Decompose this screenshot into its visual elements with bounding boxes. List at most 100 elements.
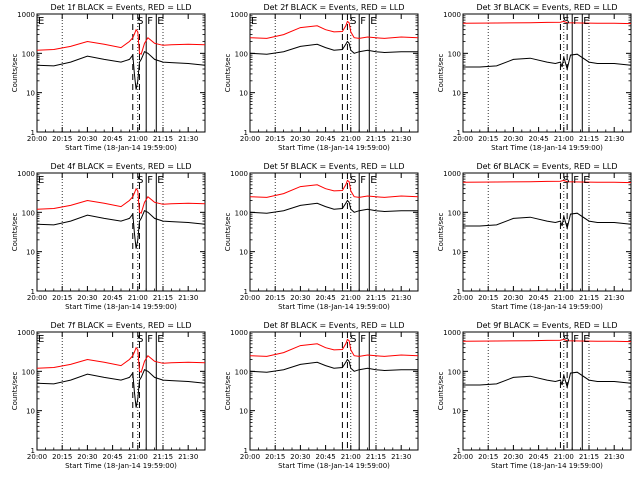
x-tick-label: 20:30	[290, 135, 310, 143]
x-tick-label: 20:15	[52, 294, 72, 302]
x-tick-label: 20:00	[453, 135, 473, 143]
y-tick-label: 1000	[17, 329, 35, 337]
interval-marker: F	[573, 175, 579, 186]
x-tick-label: 20:00	[453, 453, 473, 461]
x-tick-label: 20:45	[529, 135, 549, 143]
y-tick-label: 1	[31, 447, 35, 455]
interval-marker: E	[251, 16, 257, 27]
plot-frame	[36, 172, 206, 292]
interval-marker: S	[350, 175, 356, 186]
x-tick-label: 20:45	[316, 294, 336, 302]
y-axis-label: Counts/sec	[437, 213, 445, 252]
x-tick-label: 21:15	[579, 135, 599, 143]
x-tick-label: 21:15	[153, 135, 173, 143]
y-tick-label: 10	[452, 408, 461, 416]
x-tick-label: 20:00	[453, 294, 473, 302]
series-events	[249, 358, 418, 373]
y-tick-label: 10	[26, 90, 35, 98]
y-tick-label: 1	[244, 288, 248, 296]
interval-marker: E	[157, 175, 163, 186]
x-axis-label: Start Time (18-Jan-14 19:59:00)	[278, 303, 390, 311]
y-axis-label: Counts/sec	[11, 213, 19, 252]
x-axis-label: Start Time (18-Jan-14 19:59:00)	[278, 144, 390, 152]
y-tick-label: 10	[452, 249, 461, 257]
y-tick-label: 100	[235, 209, 248, 217]
interval-marker: E	[370, 16, 376, 27]
y-tick-label: 1000	[230, 170, 248, 178]
x-tick-label: 20:15	[265, 294, 285, 302]
series-lld	[462, 338, 632, 343]
series-lld	[249, 338, 419, 357]
x-tick-label: 21:00	[554, 294, 574, 302]
panel-title: Det 1f BLACK = Events, RED = LLD	[50, 3, 191, 12]
panel-det-9: Det 9f BLACK = Events, RED = LLD 1 10 100 10…	[437, 321, 632, 470]
panel-title: Det 5f BLACK = Events, RED = LLD	[263, 162, 404, 171]
x-tick-label: 21:30	[391, 135, 411, 143]
interval-marker: S	[563, 175, 569, 186]
interval-marker: S	[137, 334, 143, 345]
x-axis-label: Start Time (18-Jan-14 19:59:00)	[491, 303, 603, 311]
x-tick-label: 21:30	[604, 453, 624, 461]
x-tick-label: 20:45	[103, 294, 123, 302]
x-tick-label: 20:00	[240, 453, 260, 461]
x-tick-label: 20:30	[77, 294, 97, 302]
y-axis-label: Counts/sec	[224, 372, 232, 411]
plot-frame	[36, 13, 206, 133]
panel-det-1: Det 1f BLACK = Events, RED = LLD 1 10 100 10…	[11, 3, 206, 152]
y-tick-label: 100	[235, 368, 248, 376]
x-tick-label: 20:00	[240, 135, 260, 143]
x-tick-label: 20:45	[529, 294, 549, 302]
series-lld	[36, 346, 206, 373]
x-axis-label: Start Time (18-Jan-14 19:59:00)	[65, 144, 177, 152]
x-tick-label: 20:15	[265, 453, 285, 461]
plot-frame	[462, 331, 632, 451]
x-tick-label: 20:30	[77, 453, 97, 461]
panel-title: Det 3f BLACK = Events, RED = LLD	[476, 3, 617, 12]
x-tick-label: 20:45	[529, 453, 549, 461]
panel-title: Det 8f BLACK = Events, RED = LLD	[263, 321, 404, 330]
x-tick-label: 20:45	[103, 135, 123, 143]
x-tick-label: 20:30	[503, 135, 523, 143]
series-events	[36, 210, 206, 249]
interval-marker: S	[350, 16, 356, 27]
panel-det-4: Det 4f BLACK = Events, RED = LLD 1 10 100 10…	[11, 162, 206, 311]
x-tick-label: 21:00	[554, 135, 574, 143]
x-tick-label: 20:00	[27, 294, 47, 302]
x-tick-label: 20:30	[290, 453, 310, 461]
y-tick-label: 10	[239, 90, 248, 98]
y-tick-label: 1	[457, 129, 461, 137]
interval-marker: S	[563, 16, 569, 27]
x-tick-label: 20:00	[240, 294, 260, 302]
interval-marker: F	[147, 175, 153, 186]
y-tick-label: 1000	[443, 11, 461, 19]
y-tick-label: 100	[22, 209, 35, 217]
series-events	[463, 53, 632, 71]
interval-marker: S	[350, 334, 356, 345]
y-tick-label: 100	[448, 50, 461, 58]
y-tick-label: 1000	[17, 11, 35, 19]
x-tick-label: 20:15	[478, 135, 498, 143]
x-tick-label: 21:30	[178, 294, 198, 302]
x-tick-label: 21:15	[153, 453, 173, 461]
interval-marker: E	[583, 334, 589, 345]
y-tick-label: 1	[457, 447, 461, 455]
x-axis-label: Start Time (18-Jan-14 19:59:00)	[65, 303, 177, 311]
x-tick-label: 21:00	[341, 135, 361, 143]
x-tick-label: 20:15	[478, 294, 498, 302]
interval-marker: S	[563, 334, 569, 345]
x-tick-label: 21:30	[391, 453, 411, 461]
interval-marker: E	[157, 16, 163, 27]
interval-marker: F	[573, 334, 579, 345]
x-tick-label: 20:30	[503, 453, 523, 461]
y-axis-label: Counts/sec	[11, 54, 19, 93]
x-tick-label: 20:00	[27, 453, 47, 461]
series-events	[463, 371, 632, 389]
y-tick-label: 1	[31, 288, 35, 296]
y-tick-label: 100	[448, 368, 461, 376]
panel-title: Det 6f BLACK = Events, RED = LLD	[476, 162, 617, 171]
x-tick-label: 21:15	[366, 135, 386, 143]
y-tick-label: 100	[448, 209, 461, 217]
x-tick-label: 21:00	[128, 294, 148, 302]
x-tick-label: 21:00	[554, 453, 574, 461]
